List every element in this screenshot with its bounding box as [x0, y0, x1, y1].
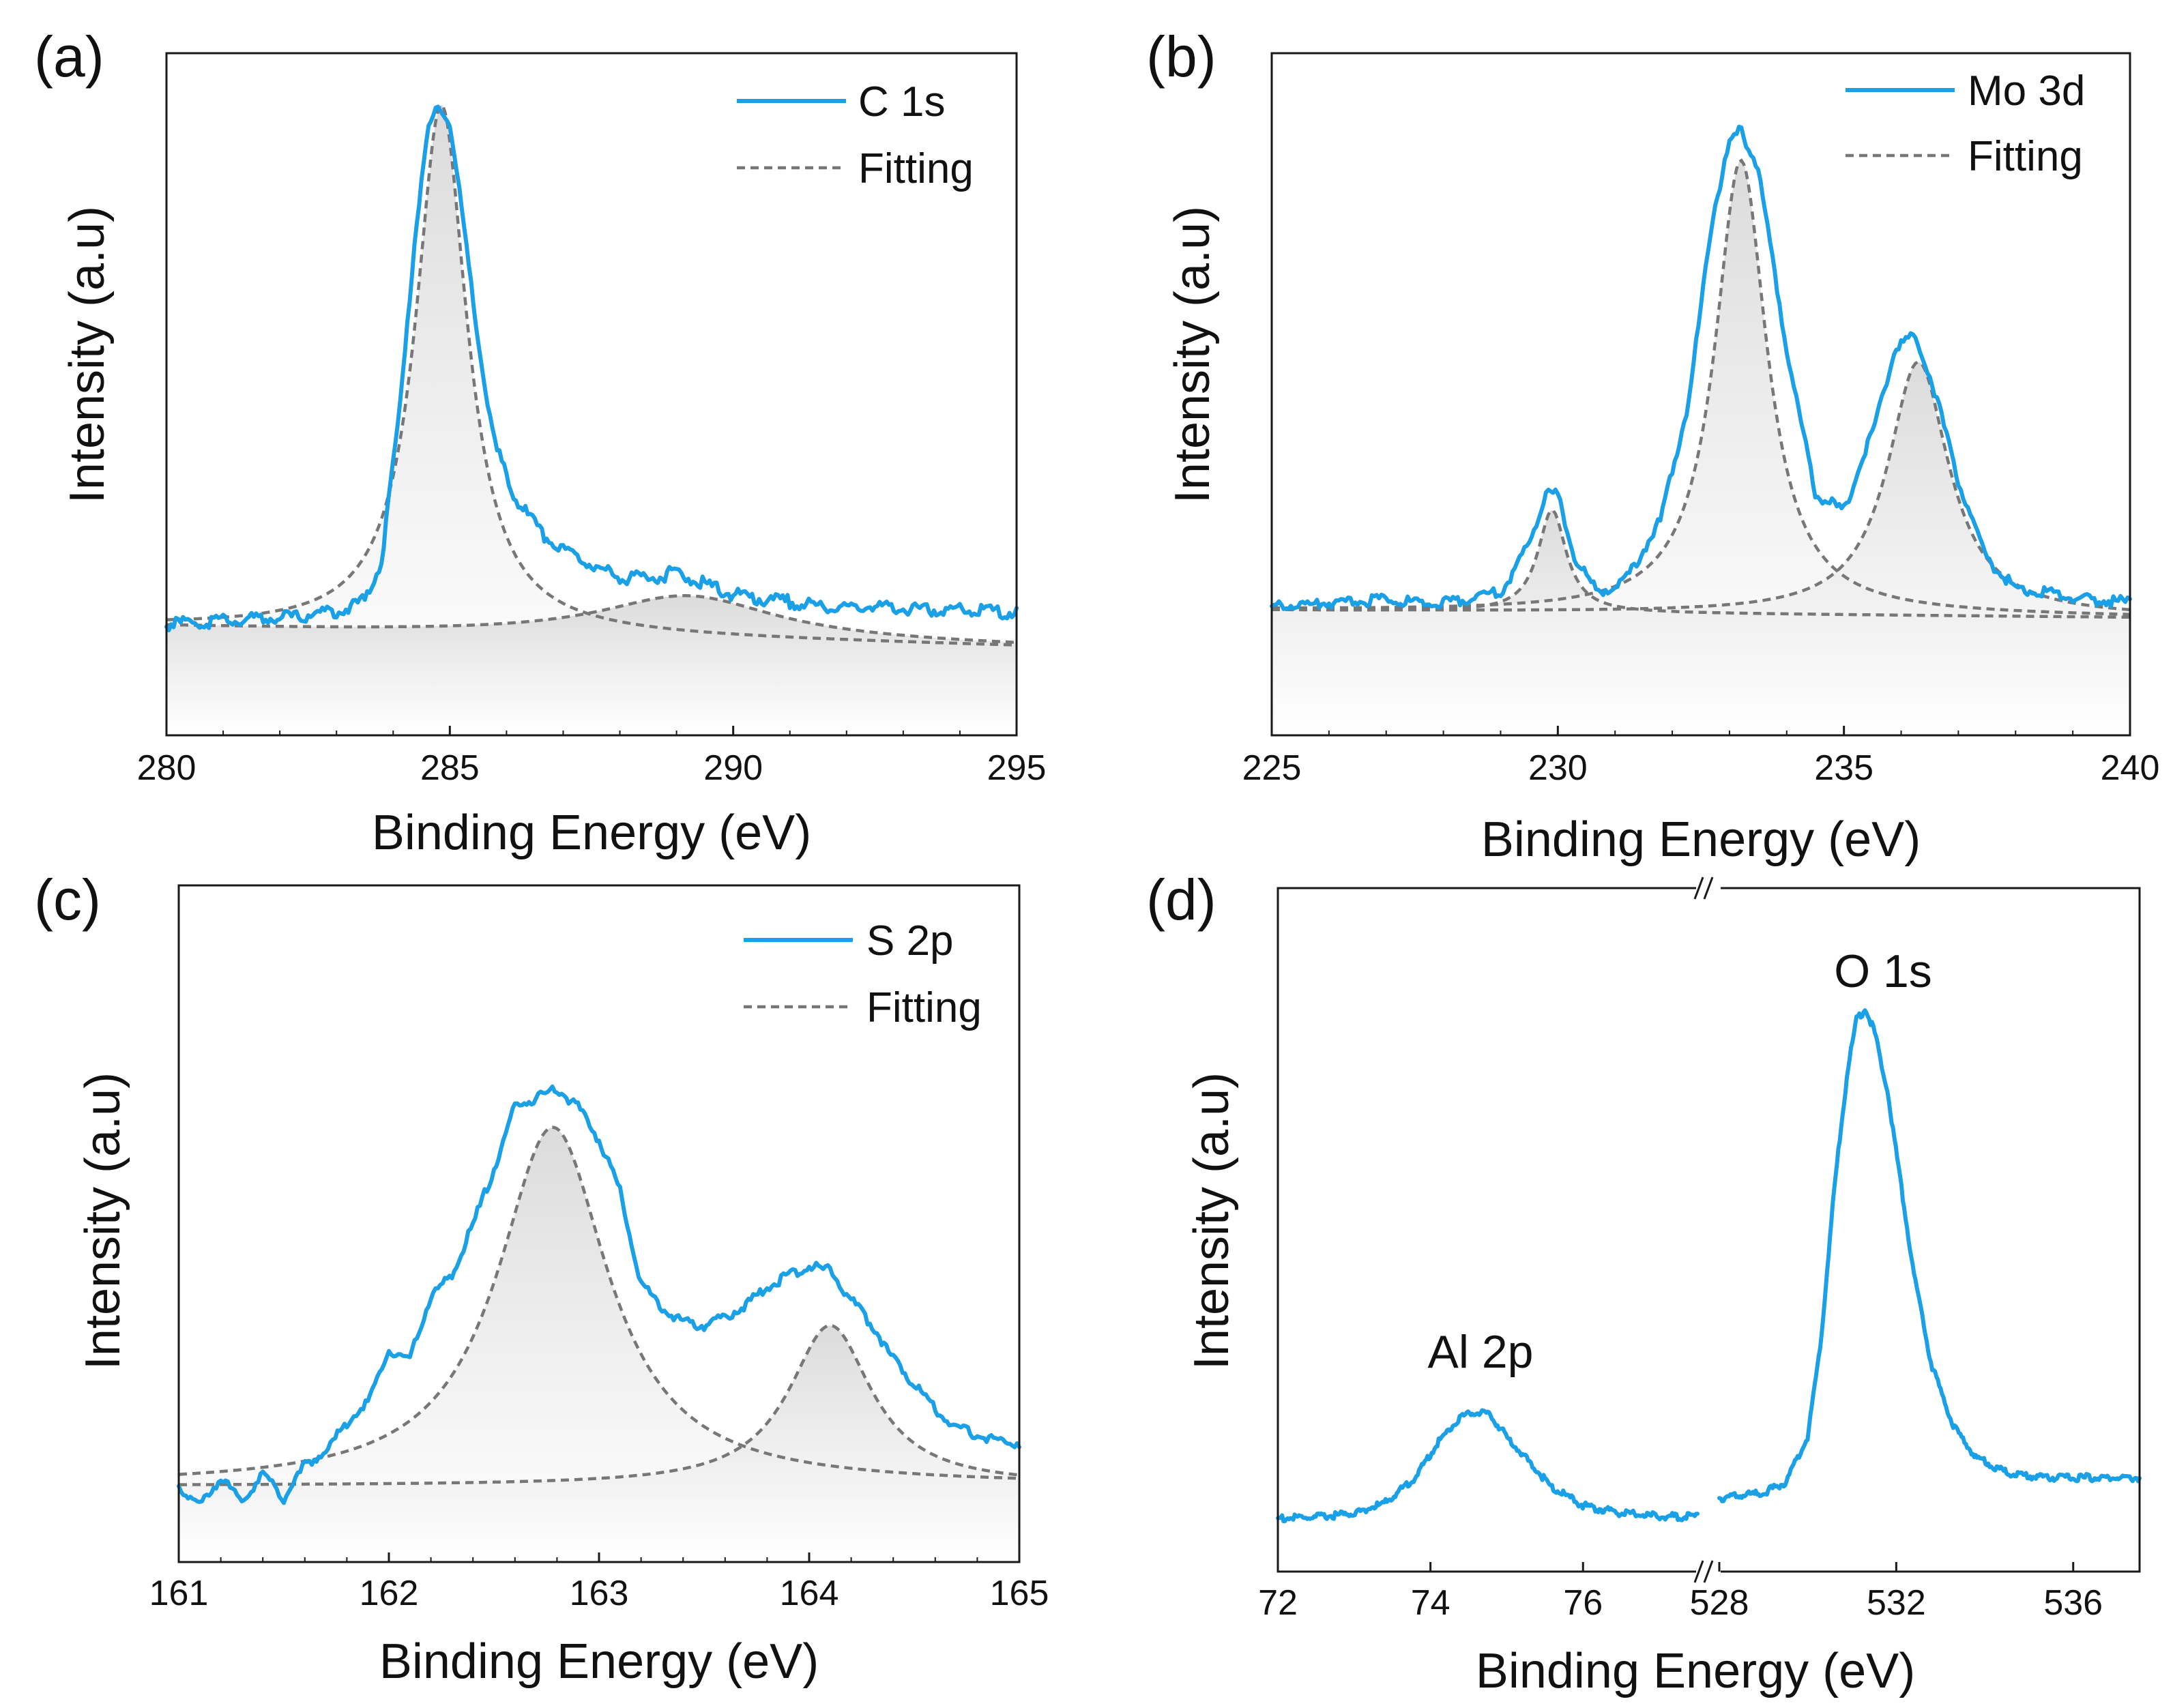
panel-a-fits [166, 103, 1017, 647]
panel-a-x-ticks: 280 285 290 295 [137, 726, 1047, 788]
x-tick-label: 165 [990, 1574, 1049, 1613]
legend-label-fitting-c: Fitting [866, 984, 982, 1031]
panel-a-legend: C 1s Fitting [737, 78, 974, 192]
panel-label-d: (d) [1146, 868, 1216, 932]
panel-b-frame [1270, 52, 2131, 737]
peak-b-shade-1 [1272, 160, 2130, 736]
peak-b-shade-2 [1272, 362, 2130, 735]
peak-c-shade-1 [179, 1325, 1019, 1562]
fit-curve-b-1 [1272, 158, 2131, 616]
legend-label-fitting-b: Fitting [1968, 133, 2083, 180]
x-tick-label: 295 [987, 748, 1047, 788]
panel-label-c: (c) [34, 868, 101, 932]
panel-b-y-axis-title: Intensity (a.u) [1165, 206, 1220, 503]
legend-label-c1s: C 1s [858, 78, 945, 126]
x-tick-label: 164 [780, 1574, 839, 1613]
peak-a-shade-1 [166, 595, 1017, 735]
annotation-al2p: Al 2p [1428, 1326, 1534, 1378]
panel-b-data [1270, 124, 2132, 611]
panel-a-shading [166, 105, 1017, 735]
x-tick-label: 72 [1258, 1583, 1298, 1623]
panel-c-x-ticks: 161 162 163 164 165 [149, 1552, 1049, 1613]
panel-c-x-axis-title: Binding Energy (eV) [379, 1634, 819, 1689]
series-line-al-2p [1276, 1408, 1700, 1524]
x-tick-label: 161 [149, 1574, 209, 1613]
panel-label-b: (b) [1146, 25, 1216, 89]
x-tick-label: 240 [2101, 748, 2160, 788]
x-tick-label: 235 [1814, 748, 1873, 788]
x-tick-label: 536 [2043, 1583, 2103, 1623]
x-tick-label: 528 [1690, 1583, 1749, 1623]
series-line-o-1s [1717, 1008, 2142, 1503]
x-tick-label: 74 [1411, 1583, 1450, 1623]
peak-c-shade-0 [179, 1127, 1019, 1562]
panel-label-a: (a) [34, 25, 104, 89]
panel-d-x-axis-title: Binding Energy (eV) [1476, 1644, 1915, 1698]
panel-b-legend: Mo 3d Fitting [1846, 68, 2085, 180]
panel-a-c1s: (a) 280 285 290 295 Binding Energy (eV) Int… [34, 25, 1046, 860]
peak-a-shade-0 [166, 105, 1017, 735]
series-line-mo-3d [1270, 124, 2132, 611]
x-tick-label: 230 [1528, 748, 1588, 788]
x-tick-label: 280 [137, 748, 196, 788]
x-tick-label: 290 [703, 748, 763, 788]
axis-break-marks [1693, 877, 1721, 1583]
panel-d-y-axis-title: Intensity (a.u) [1184, 1072, 1239, 1370]
panel-d-frame [1277, 887, 2141, 1573]
panel-c-data [177, 1084, 1021, 1505]
panel-b-x-axis-title: Binding Energy (eV) [1481, 812, 1921, 867]
series-line-s-2p [177, 1084, 1021, 1505]
x-tick-label: 162 [360, 1574, 419, 1613]
panel-a-y-axis-title: Intensity (a.u) [60, 206, 115, 503]
x-tick-label: 225 [1242, 748, 1302, 788]
panel-a-x-axis-title: Binding Energy (eV) [372, 806, 811, 860]
panel-d-data [1276, 1008, 2142, 1524]
legend-label-mo3d: Mo 3d [1968, 68, 2085, 115]
legend-label-s2p: S 2p [866, 917, 954, 965]
x-tick-label: 532 [1867, 1583, 1926, 1623]
panel-b-shading [1272, 160, 2130, 736]
panel-c-y-axis-title: Intensity (a.u) [76, 1072, 130, 1370]
annotation-o1s: O 1s [1834, 945, 1932, 997]
panel-c-shading [179, 1127, 1019, 1562]
fit-curve-a-0 [166, 103, 1017, 647]
panel-a-data [164, 104, 1019, 632]
panel-a-frame [165, 52, 1018, 737]
legend-label-fitting-a: Fitting [858, 145, 974, 192]
x-tick-label: 76 [1563, 1583, 1603, 1623]
panel-c-legend: S 2p Fitting [744, 917, 982, 1031]
panel-d-x-ticks: 72 74 76 528 532 536 [1258, 1562, 2103, 1623]
panel-c-s2p: (c) 161 162 163 164 165 Binding Energy (eV) … [34, 868, 1049, 1689]
panel-b-mo3d: (b) 225 230 235 240 Binding Energy (eV) Int… [1146, 25, 2159, 867]
panel-d-al2p-o1s: (d) 72 74 76 528 532 536 Binding Energy (eV) … [1146, 868, 2142, 1698]
fit-curve-c-1 [179, 1323, 1020, 1486]
fit-curve-a-1 [166, 594, 1017, 645]
panel-b-x-ticks: 225 230 235 240 [1242, 726, 2160, 788]
x-tick-label: 163 [570, 1574, 629, 1613]
series-line-c-1s [164, 104, 1019, 632]
x-tick-label: 285 [420, 748, 480, 788]
